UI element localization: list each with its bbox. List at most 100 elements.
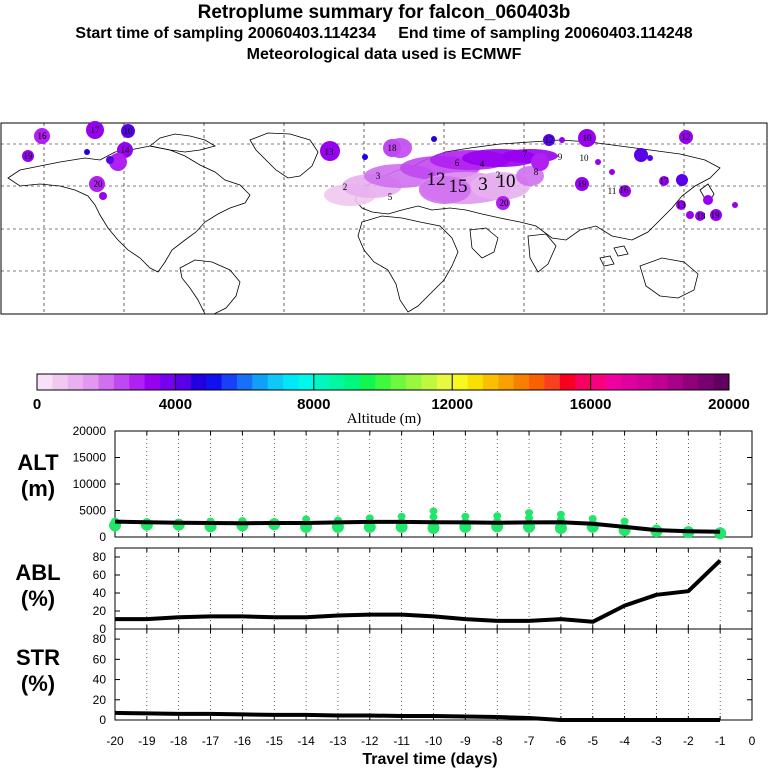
plume-day-label: 17 xyxy=(91,125,101,135)
y-tick-label: 0 xyxy=(99,713,106,727)
sampling-times: Start time of sampling 20060403.114234 E… xyxy=(75,25,693,42)
plume-day-label: 16 xyxy=(620,185,630,195)
colorbar-swatch xyxy=(129,374,146,390)
colorbar-swatch xyxy=(359,374,376,390)
panel-alt: 20000 15000 10000 5000 0 ALT(m) xyxy=(17,424,753,544)
plume-particle xyxy=(609,169,615,175)
colorbar-swatch xyxy=(406,374,422,390)
panel-label: (%) xyxy=(21,586,55,611)
plume-particle xyxy=(710,209,722,221)
plume-day-label: 11 xyxy=(608,186,617,196)
plume-particle xyxy=(647,155,653,161)
colorbar-swatch xyxy=(98,374,115,390)
colorbar-swatch xyxy=(559,374,576,390)
plume-particle xyxy=(22,150,34,162)
colorbar-swatch xyxy=(206,374,223,390)
colorbar-swatch xyxy=(267,374,284,390)
colorbar-swatch xyxy=(636,374,653,390)
plume-particle xyxy=(595,159,601,165)
y-tick-label: 15000 xyxy=(73,451,107,465)
x-tick-label: 0 xyxy=(749,734,756,748)
plume-particle xyxy=(320,141,340,161)
y-tick-label: 10000 xyxy=(73,477,107,491)
plume-day-label: 2 xyxy=(496,170,501,180)
particle-point xyxy=(461,512,470,520)
plume-day-label: 10 xyxy=(583,133,593,143)
plume-particle xyxy=(89,176,105,192)
y-tick-label: 20000 xyxy=(73,424,107,438)
colorbar-tick-label: 4000 xyxy=(159,396,192,413)
colorbar-swatch xyxy=(421,374,438,390)
colorbar-swatch xyxy=(498,374,515,390)
plume-particle xyxy=(106,156,114,164)
plume-day-label: 12 xyxy=(682,132,691,142)
time-series-panels: 20000150001000050000ALT(m)806040200ABL(%… xyxy=(15,424,755,748)
x-tick-label: -15 xyxy=(266,734,284,748)
plume-day-label: 4 xyxy=(480,159,485,169)
particle-point xyxy=(554,521,567,534)
plume-particle xyxy=(431,136,437,142)
panel-label: (%) xyxy=(21,671,55,696)
plume-particle xyxy=(686,211,694,219)
colorbar-swatch xyxy=(190,374,207,390)
colorbar-swatch xyxy=(590,374,607,390)
plume-cluster xyxy=(502,149,558,163)
plume-particle xyxy=(531,153,549,171)
colorbar-swatch xyxy=(375,374,392,390)
colorbar-swatch xyxy=(682,374,699,390)
panel-label: (m) xyxy=(21,476,55,501)
particle-point xyxy=(397,512,406,520)
plume-day-label: 12 xyxy=(545,135,554,145)
y-tick-label: 0 xyxy=(99,622,106,636)
panel-str: 80 60 40 20 0 STR(%) xyxy=(16,628,753,727)
y-tick-label: 5000 xyxy=(79,504,106,518)
x-tick-label: -9 xyxy=(460,734,471,748)
y-tick-label: 20 xyxy=(93,604,107,618)
series-line xyxy=(114,710,721,722)
plume-cluster xyxy=(516,166,544,186)
plume-day-label: 18 xyxy=(697,211,707,221)
plume-particle xyxy=(34,128,50,144)
plume-particle xyxy=(619,185,631,197)
colorbar-swatch xyxy=(37,374,53,390)
colorbar-tick-label: 20000 xyxy=(708,396,750,413)
plume-day-label: 2 xyxy=(343,182,348,192)
map-coastlines xyxy=(7,132,721,315)
colorbar-swatch xyxy=(605,374,622,390)
plume-day-label: 3 xyxy=(376,171,381,181)
x-tick-label: -17 xyxy=(202,734,220,748)
plume-particle xyxy=(543,134,555,146)
plume-day-label: 5 xyxy=(388,192,393,202)
panel-label: ABL xyxy=(15,560,60,585)
plume-day-label: 20 xyxy=(500,198,510,208)
y-tick-label: 80 xyxy=(93,550,107,564)
colorbar-swatch xyxy=(529,374,545,390)
chart-title: Retroplume summary for falcon_060403b xyxy=(197,2,571,23)
x-tick-label: -5 xyxy=(587,734,598,748)
colorbar-swatch xyxy=(698,374,715,390)
colorbar-swatch xyxy=(67,374,84,390)
plume-day-label: 10 xyxy=(497,171,516,192)
panel-label: ALT xyxy=(17,450,59,475)
y-tick-label: 40 xyxy=(93,586,107,600)
colorbar-swatch xyxy=(667,374,684,390)
plume-particle xyxy=(121,124,135,138)
plume-particle xyxy=(578,129,596,147)
colorbar-tick-label: 8000 xyxy=(297,396,330,413)
colorbar-label: Altitude (m) xyxy=(347,411,422,427)
colorbar-swatch xyxy=(160,374,176,390)
particle-point xyxy=(172,518,185,531)
colorbar-swatch xyxy=(175,374,192,390)
plume-day-label: 20 xyxy=(94,179,104,189)
colorbar-swatch xyxy=(544,374,561,390)
plume-day-label: 16 xyxy=(38,131,48,141)
plume-cluster xyxy=(470,172,530,200)
plume-particle xyxy=(109,153,127,171)
colorbar-swatch xyxy=(513,374,530,390)
x-tick-label: -8 xyxy=(492,734,503,748)
plume-day-label: 9 xyxy=(558,152,563,162)
colorbar-swatch xyxy=(144,374,161,390)
colorbar-swatch xyxy=(329,374,346,390)
x-tick-label: -1 xyxy=(715,734,726,748)
